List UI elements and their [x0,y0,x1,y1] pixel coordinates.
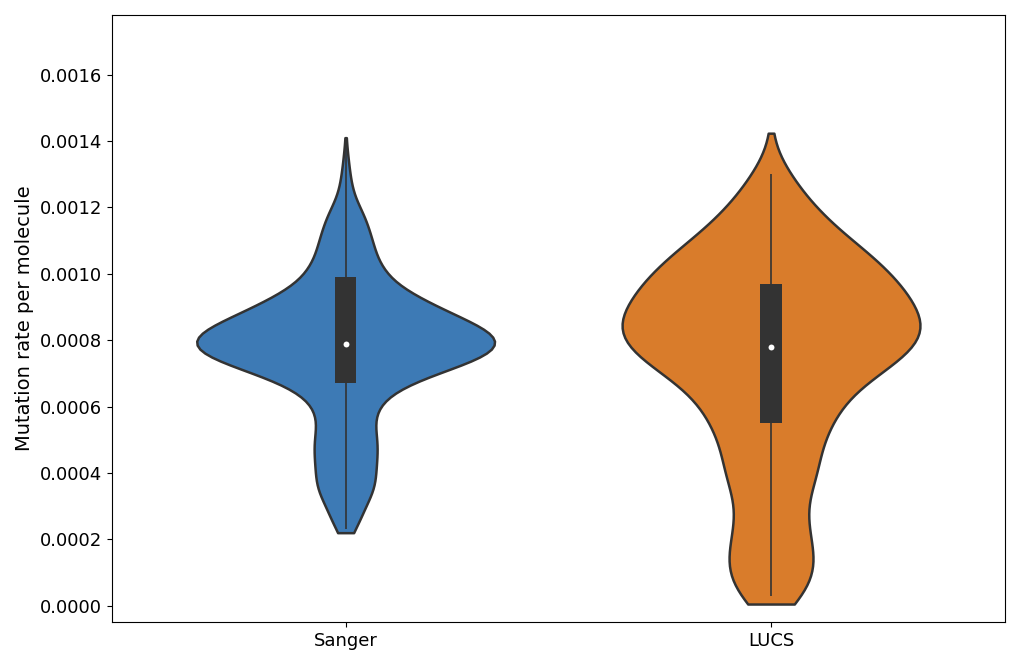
Bar [334,277,356,383]
Bar [759,284,781,423]
Point [337,338,354,349]
Point [762,342,779,352]
Y-axis label: Mutation rate per molecule: Mutation rate per molecule [15,186,34,452]
